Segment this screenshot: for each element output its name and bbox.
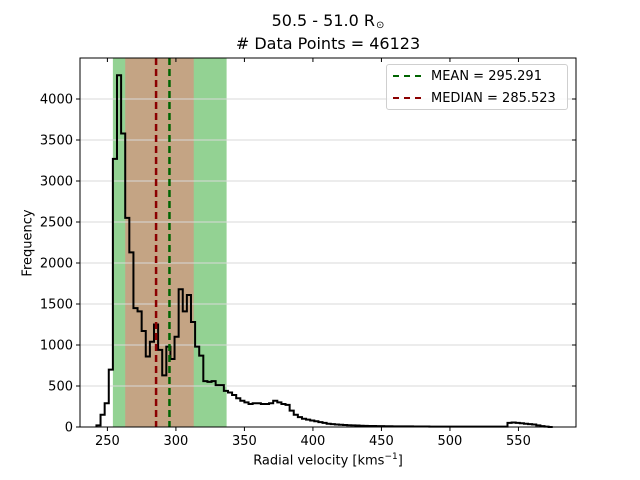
legend-median-label: MEDIAN = 285.523 (431, 90, 556, 106)
y-tick-label: 1000 (40, 339, 73, 354)
y-tick-label: 2500 (40, 216, 73, 231)
y-tick-label: 0 (65, 421, 73, 436)
x-tick-label: 350 (232, 434, 257, 449)
band-inner (125, 58, 194, 427)
sun-symbol: ⊙ (376, 20, 385, 31)
y-tick-label: 4000 (40, 93, 73, 108)
y-tick-label: 3000 (40, 175, 73, 190)
legend: MEAN = 295.291 MEDIAN = 285.523 (386, 64, 568, 110)
legend-mean-label: MEAN = 295.291 (431, 68, 542, 84)
y-tick-label: 3500 (40, 134, 73, 149)
y-tick-label: 2000 (40, 257, 73, 272)
median-swatch (393, 97, 421, 99)
legend-item-mean: MEAN = 295.291 (393, 67, 542, 85)
x-axis-label: Radial velocity [kms−1] (253, 452, 403, 469)
axis-ticks: 250 300 350 400 450 500 550 0 500 1000 1500 2000 250… (40, 58, 576, 449)
x-tick-label: 450 (369, 434, 394, 449)
x-tick-label: 400 (301, 434, 326, 449)
y-tick-label: 500 (48, 380, 73, 395)
x-tick-label: 300 (163, 434, 188, 449)
x-tick-label: 550 (506, 434, 531, 449)
plot-frame (79, 57, 577, 428)
chart-title-range: 50.5 - 51.0 R⊙ (271, 11, 385, 31)
x-tick-label: 250 (95, 434, 120, 449)
legend-item-median: MEDIAN = 285.523 (393, 89, 556, 107)
x-tick-label: 500 (438, 434, 463, 449)
axes-frame (79, 57, 577, 428)
y-axis-label: Frequency (20, 209, 36, 277)
statistic-lines (154, 58, 171, 427)
mean-swatch (393, 75, 421, 77)
chart-title-count: # Data Points = 46123 (235, 34, 421, 53)
y-tick-label: 1500 (40, 298, 73, 313)
